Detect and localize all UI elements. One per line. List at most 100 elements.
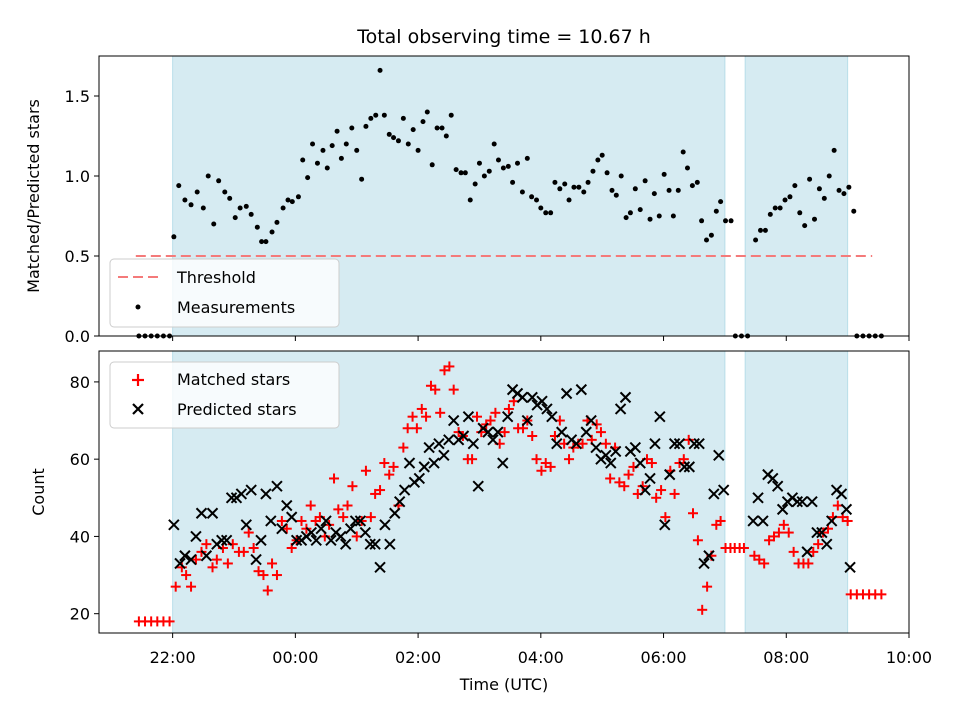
predicted-star-point: [555, 426, 568, 438]
bottom-x-tick-label: 06:00: [640, 648, 686, 667]
predicted-star-point: [467, 438, 480, 450]
predicted-star-point: [462, 410, 475, 423]
measurement-point: [666, 187, 672, 193]
predicted-star-point: [825, 515, 838, 527]
measurement-point: [851, 208, 857, 214]
matched-star-point: [600, 438, 611, 449]
bottom-y-tick-label: 40: [70, 527, 90, 546]
bottom-x-tick-label: 00:00: [272, 648, 318, 667]
predicted-star-point: [639, 484, 651, 496]
measurement-point: [510, 179, 516, 185]
predicted-star-point: [216, 534, 228, 546]
measurement-point: [205, 173, 211, 179]
measurement-point: [424, 109, 430, 115]
bottom-x-axis-label: Time (UTC): [459, 675, 548, 694]
predicted-star-point: [359, 526, 372, 539]
matched-star-point: [365, 512, 376, 523]
measurement-point: [415, 147, 421, 153]
measurement-point: [405, 141, 411, 147]
predicted-star-point: [235, 488, 248, 500]
measurement-point: [590, 168, 596, 174]
matched-star-point: [564, 454, 575, 465]
measurement-point: [562, 181, 568, 187]
matched-star-point: [411, 423, 422, 434]
measurement-point: [661, 171, 667, 177]
matched-star-point: [876, 589, 887, 600]
matched-star-point: [248, 543, 259, 554]
predicted-star-point: [482, 426, 494, 438]
measurement-point: [680, 149, 686, 155]
predicted-star-point: [403, 457, 416, 469]
matched-star-point: [773, 527, 784, 538]
matched-star-point: [262, 585, 273, 596]
predicted-star-point: [605, 457, 617, 469]
predicted-star-point: [310, 534, 322, 546]
measurement-point: [254, 224, 260, 230]
measurement-point: [826, 173, 832, 179]
matched-star-point: [360, 465, 371, 476]
matched-star-point: [388, 461, 399, 472]
matched-star-point: [591, 419, 602, 430]
measurement-point: [391, 135, 397, 141]
matched-star-point: [338, 512, 349, 523]
matched-star-point: [788, 546, 799, 557]
predicted-star-point: [487, 434, 499, 446]
measurement-point: [453, 167, 459, 173]
matched-star-point: [715, 515, 726, 526]
legend-predicted-swatch: [132, 403, 144, 415]
measurement-point: [552, 179, 558, 185]
predicted-star-point: [413, 472, 426, 485]
predicted-star-point: [644, 472, 656, 485]
measurement-point: [329, 143, 335, 149]
matched-star-point: [342, 500, 353, 511]
predicted-star-point: [791, 495, 804, 508]
predicted-star-point: [393, 495, 406, 508]
measurement-point: [368, 115, 374, 121]
matched-star-point: [181, 570, 192, 581]
measurement-point: [821, 195, 827, 201]
matched-star-point: [808, 546, 819, 557]
matched-star-point: [619, 481, 630, 492]
matched-star-point: [656, 485, 667, 496]
matched-star-point: [490, 407, 501, 418]
measurement-point: [777, 205, 783, 211]
predicted-star-point: [374, 561, 386, 574]
predicted-star-point: [260, 488, 272, 500]
legend-matched-swatch: [132, 374, 144, 386]
legend-matched-label: Matched stars: [177, 370, 290, 389]
measurement-point: [314, 160, 320, 166]
predicted-star-point: [398, 484, 411, 496]
measurement-point: [486, 168, 492, 174]
top-panel: 0.0 0.5 1.0 1.5 Total observing time = 10.6…: [24, 26, 910, 346]
predicted-star-point: [708, 488, 720, 500]
matched-star-point: [527, 430, 538, 441]
predicted-star-point: [255, 534, 267, 546]
predicted-star-point: [811, 526, 823, 539]
predicted-star-point: [585, 414, 597, 427]
matched-star-point: [842, 515, 853, 526]
matched-star-point: [430, 384, 441, 395]
predicted-star-point: [379, 519, 391, 531]
measurement-point: [595, 157, 601, 163]
predicted-star-point: [816, 526, 828, 539]
predicted-star-point: [245, 484, 257, 496]
measurement-point: [222, 189, 228, 195]
measurement-point: [386, 131, 392, 137]
matched-star-point: [170, 581, 181, 592]
predicted-star-point: [840, 503, 853, 516]
predicted-star-point: [600, 449, 612, 462]
predicted-star-point: [497, 457, 509, 469]
predicted-star-point: [659, 519, 671, 531]
measurement-point: [439, 125, 445, 131]
predicted-star-point: [265, 515, 277, 527]
matched-star-point: [402, 423, 413, 434]
predicted-star-point: [447, 414, 460, 427]
measurement-point: [618, 173, 624, 179]
predicted-star-point: [678, 461, 691, 473]
matched-star-point: [329, 473, 340, 484]
measurement-point: [429, 162, 435, 168]
measurement-point: [259, 239, 265, 245]
top-legend: Threshold Measurements: [109, 258, 340, 328]
predicted-star-point: [634, 457, 646, 469]
predicted-star-point: [796, 495, 808, 508]
